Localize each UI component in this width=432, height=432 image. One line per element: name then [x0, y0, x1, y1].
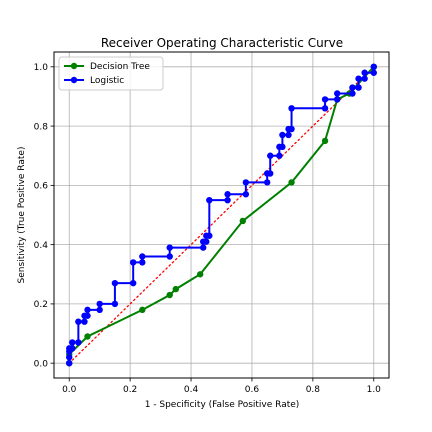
data-point-logistic — [96, 306, 103, 314]
data-point-decision-tree — [196, 271, 204, 278]
data-point-logistic — [206, 196, 213, 204]
data-point-logistic — [279, 143, 286, 151]
y-axis-ticks: 0.0 0.2 0.4 0.6 0.8 1.0 — [34, 63, 54, 369]
data-point-logistic — [263, 179, 271, 186]
data-point-logistic — [321, 105, 329, 112]
y-tick-label: 1.0 — [34, 63, 49, 73]
data-point-logistic — [370, 63, 377, 71]
data-point-logistic — [75, 318, 82, 325]
data-point-logistic — [96, 300, 103, 308]
data-point-logistic — [66, 359, 73, 367]
data-point-logistic — [224, 191, 231, 198]
data-point-logistic — [370, 69, 377, 76]
data-point-logistic — [355, 84, 362, 91]
data-point-logistic — [75, 339, 82, 346]
y-tick-label: 0.2 — [34, 300, 48, 310]
data-point-decision-tree — [84, 333, 91, 340]
data-point-logistic — [276, 152, 283, 159]
data-point-decision-tree — [239, 217, 247, 225]
plot-area — [66, 63, 377, 367]
data-point-logistic — [355, 75, 362, 82]
x-tick-label: 0.4 — [184, 385, 199, 395]
data-point-logistic — [84, 312, 91, 319]
data-point-logistic — [321, 96, 329, 103]
data-point-logistic — [81, 318, 88, 325]
data-point-decision-tree — [139, 306, 146, 314]
chart-title: Receiver Operating Characteristic Curve — [101, 36, 343, 50]
data-point-logistic — [242, 191, 250, 198]
legend-label-logistic: Logistic — [90, 76, 124, 86]
data-point-logistic — [224, 196, 231, 204]
data-point-logistic — [288, 105, 295, 112]
y-tick-label: 0.8 — [34, 122, 49, 132]
data-point-logistic — [334, 96, 341, 103]
data-point-logistic — [334, 90, 341, 97]
data-point-logistic — [111, 300, 119, 308]
data-point-logistic — [267, 152, 274, 159]
x-tick-label: 0.8 — [306, 385, 321, 395]
data-point-logistic — [285, 131, 292, 139]
x-tick-label: 0.0 — [62, 385, 77, 395]
data-point-logistic — [267, 170, 274, 177]
data-point-decision-tree — [166, 291, 173, 299]
legend: Decision Tree Logistic — [58, 56, 164, 91]
data-point-logistic — [349, 90, 356, 97]
x-axis-ticks: 0.0 0.2 0.4 0.6 0.8 1.0 — [62, 378, 381, 395]
data-point-logistic — [166, 253, 173, 260]
data-point-logistic — [166, 244, 173, 251]
data-point-decision-tree — [321, 137, 329, 145]
x-tick-label: 0.2 — [123, 385, 137, 395]
y-axis-label: Sensitivity (True Positive Rate) — [17, 147, 27, 284]
data-point-logistic — [69, 339, 76, 346]
data-point-decision-tree — [172, 285, 180, 293]
data-point-logistic — [242, 179, 250, 186]
data-point-logistic — [66, 354, 73, 361]
data-point-logistic — [139, 253, 146, 260]
data-point-decision-tree — [288, 179, 295, 186]
data-point-logistic — [203, 238, 210, 245]
data-point-logistic — [129, 279, 137, 287]
data-point-logistic — [200, 244, 207, 251]
data-point-logistic — [69, 345, 76, 352]
data-point-logistic — [349, 84, 356, 91]
data-point-logistic — [279, 131, 286, 139]
chance-diagonal-line — [68, 66, 375, 364]
axes-frame — [53, 51, 390, 379]
legend-label-decision-tree: Decision Tree — [90, 62, 150, 72]
y-tick-label: 0.0 — [34, 359, 49, 369]
data-point-logistic — [129, 259, 137, 266]
data-point-logistic — [84, 306, 91, 314]
x-tick-label: 0.6 — [245, 385, 260, 395]
legend-marker-decision-tree — [70, 62, 78, 70]
x-tick-label: 1.0 — [367, 385, 382, 395]
data-point-logistic — [139, 259, 146, 266]
data-point-logistic — [361, 69, 368, 76]
data-point-logistic — [111, 279, 119, 287]
data-point-logistic — [288, 125, 295, 133]
data-point-logistic — [361, 75, 368, 82]
y-tick-label: 0.4 — [34, 241, 49, 251]
y-tick-label: 0.6 — [34, 182, 49, 192]
data-point-logistic — [206, 232, 213, 239]
legend-marker-logistic — [70, 76, 78, 84]
x-axis-label: 1 - Specificity (False Positive Rate) — [145, 400, 300, 410]
legend-box — [58, 56, 164, 91]
